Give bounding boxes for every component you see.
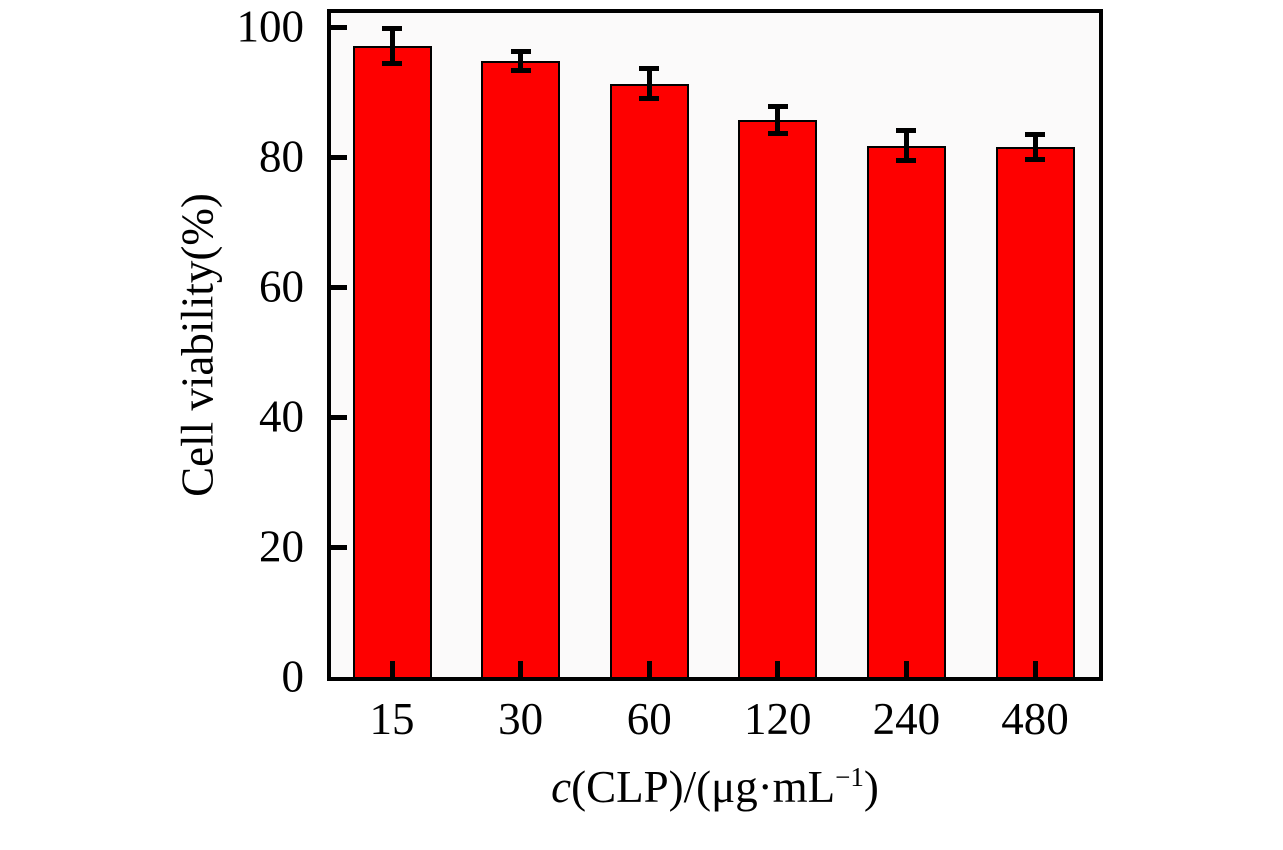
error-bar-cap [639,96,660,102]
y-tick-label: 80 [259,131,304,182]
bar [738,120,818,677]
x-tick-label: 120 [744,694,812,744]
x-axis-title-exponent: −1 [835,762,864,792]
y-tick-label: 60 [259,261,304,312]
y-tick-label: 0 [281,651,305,702]
x-tick [518,661,524,677]
x-tick [903,661,909,677]
x-tick-label: 30 [498,694,544,744]
y-tick [331,544,347,550]
bar [609,83,689,677]
error-bar [1032,134,1038,160]
error-bar-cap [510,49,531,55]
y-tick [331,284,347,290]
bar [866,145,946,677]
x-tick [775,661,781,677]
y-tick [331,414,347,420]
bar [481,61,561,677]
x-tick-label: 15 [369,694,415,744]
error-bar-cap [1025,131,1045,137]
x-tick-label: 60 [626,694,672,744]
bar [995,146,1075,677]
y-tick [331,24,347,30]
error-bar [518,51,524,71]
error-bar [389,28,395,64]
y-tick-label: 100 [236,1,305,52]
y-axis-title: Cell viability(%) [172,193,223,497]
x-tick [646,661,652,677]
error-bar [646,68,652,99]
x-axis-title: c(CLP)/(μg·mL−1) [551,762,879,814]
plot-area [327,9,1103,681]
y-tick-label: 20 [259,521,304,572]
error-bar-cap [510,67,531,73]
error-bar-cap [896,157,917,163]
x-axis-title-close: ) [863,762,879,812]
x-tick-label: 480 [1001,694,1069,744]
x-axis-title-variable: c [551,762,572,812]
bar [352,46,432,677]
error-bar [903,130,909,161]
x-tick-label: 240 [872,694,941,744]
error-bar-cap [639,66,660,72]
error-bar-cap [382,61,402,67]
y-tick [331,154,347,160]
x-tick [389,661,395,677]
error-bar-cap [767,131,788,137]
error-bar-cap [767,104,788,110]
x-axis-title-units: (CLP)/(μg·mL [571,762,836,812]
error-bar-cap [382,26,402,32]
x-tick [1032,661,1038,677]
error-bar [775,106,781,134]
error-bar-cap [896,128,917,134]
y-tick-label: 40 [259,391,304,442]
error-bar-cap [1025,156,1045,162]
